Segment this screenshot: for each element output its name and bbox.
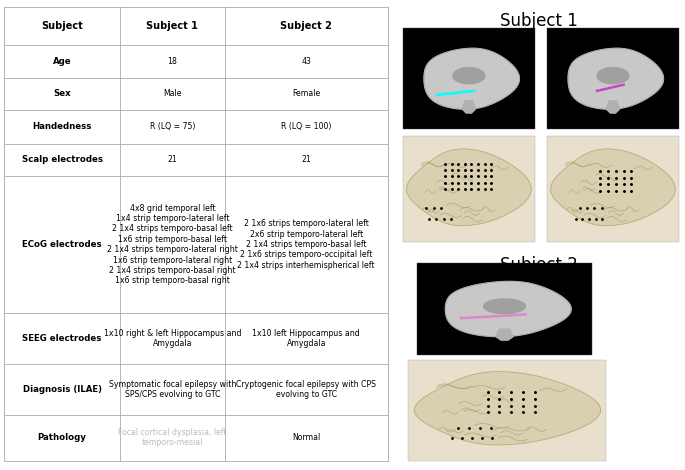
Text: 4x8 grid temporal left
1x4 strip temporo-lateral left
2 1x4 strips temporo-basal: 4x8 grid temporal left 1x4 strip temporo… bbox=[107, 204, 238, 285]
Polygon shape bbox=[406, 149, 531, 226]
Polygon shape bbox=[445, 282, 571, 337]
Bar bbox=[403, 136, 535, 242]
Text: Sex: Sex bbox=[53, 89, 71, 98]
Text: Subject: Subject bbox=[41, 21, 83, 31]
Text: Focal cortical dysplasia, left
temporo-mesial: Focal cortical dysplasia, left temporo-m… bbox=[118, 428, 227, 447]
Text: Scalp electrodes: Scalp electrodes bbox=[21, 155, 103, 164]
Text: ECoG electrodes: ECoG electrodes bbox=[22, 240, 102, 249]
Text: Cryptogenic focal epilepsy with CPS
evolving to GTC: Cryptogenic focal epilepsy with CPS evol… bbox=[236, 380, 376, 400]
Polygon shape bbox=[424, 48, 519, 109]
Polygon shape bbox=[496, 329, 513, 340]
Bar bbox=[547, 136, 679, 242]
Text: Age: Age bbox=[53, 57, 71, 66]
Text: 43: 43 bbox=[301, 57, 311, 66]
Text: Symptomatic focal epilepsy with
SPS/CPS evolving to GTC: Symptomatic focal epilepsy with SPS/CPS … bbox=[109, 380, 236, 400]
Text: R (LQ = 100): R (LQ = 100) bbox=[281, 122, 332, 131]
Text: Male: Male bbox=[163, 89, 182, 98]
Text: 1x10 right & left Hippocampus and
Amygdala: 1x10 right & left Hippocampus and Amygda… bbox=[103, 329, 241, 348]
Polygon shape bbox=[414, 372, 601, 445]
Bar bbox=[417, 263, 592, 355]
Bar bbox=[547, 28, 679, 129]
Bar bbox=[403, 28, 535, 129]
Text: 21: 21 bbox=[167, 155, 177, 164]
Text: Handedness: Handedness bbox=[32, 122, 92, 131]
Text: SEEG electrodes: SEEG electrodes bbox=[23, 334, 102, 343]
Polygon shape bbox=[551, 149, 675, 226]
Text: Pathology: Pathology bbox=[38, 433, 86, 442]
Polygon shape bbox=[568, 48, 664, 109]
Polygon shape bbox=[484, 299, 525, 313]
Polygon shape bbox=[606, 101, 619, 113]
Bar bbox=[408, 360, 606, 461]
Text: 2 1x6 strips temporo-lateral left
2x6 strip temporo-lateral left
2 1x4 strips te: 2 1x6 strips temporo-lateral left 2x6 st… bbox=[238, 219, 375, 270]
Text: Female: Female bbox=[292, 89, 321, 98]
Text: Normal: Normal bbox=[292, 433, 321, 442]
Text: Diagnosis (ILAE): Diagnosis (ILAE) bbox=[23, 385, 101, 394]
Text: Subject 2: Subject 2 bbox=[280, 21, 332, 31]
Text: Subject 1: Subject 1 bbox=[147, 21, 198, 31]
Polygon shape bbox=[453, 68, 485, 84]
Text: R (LQ = 75): R (LQ = 75) bbox=[149, 122, 195, 131]
Text: 1x10 left Hippocampus and
Amygdala: 1x10 left Hippocampus and Amygdala bbox=[252, 329, 360, 348]
Text: Subject 1: Subject 1 bbox=[501, 12, 578, 30]
Polygon shape bbox=[462, 101, 475, 113]
Text: 21: 21 bbox=[301, 155, 311, 164]
Text: 18: 18 bbox=[167, 57, 177, 66]
Text: Subject 2: Subject 2 bbox=[501, 256, 578, 274]
Polygon shape bbox=[597, 68, 629, 84]
